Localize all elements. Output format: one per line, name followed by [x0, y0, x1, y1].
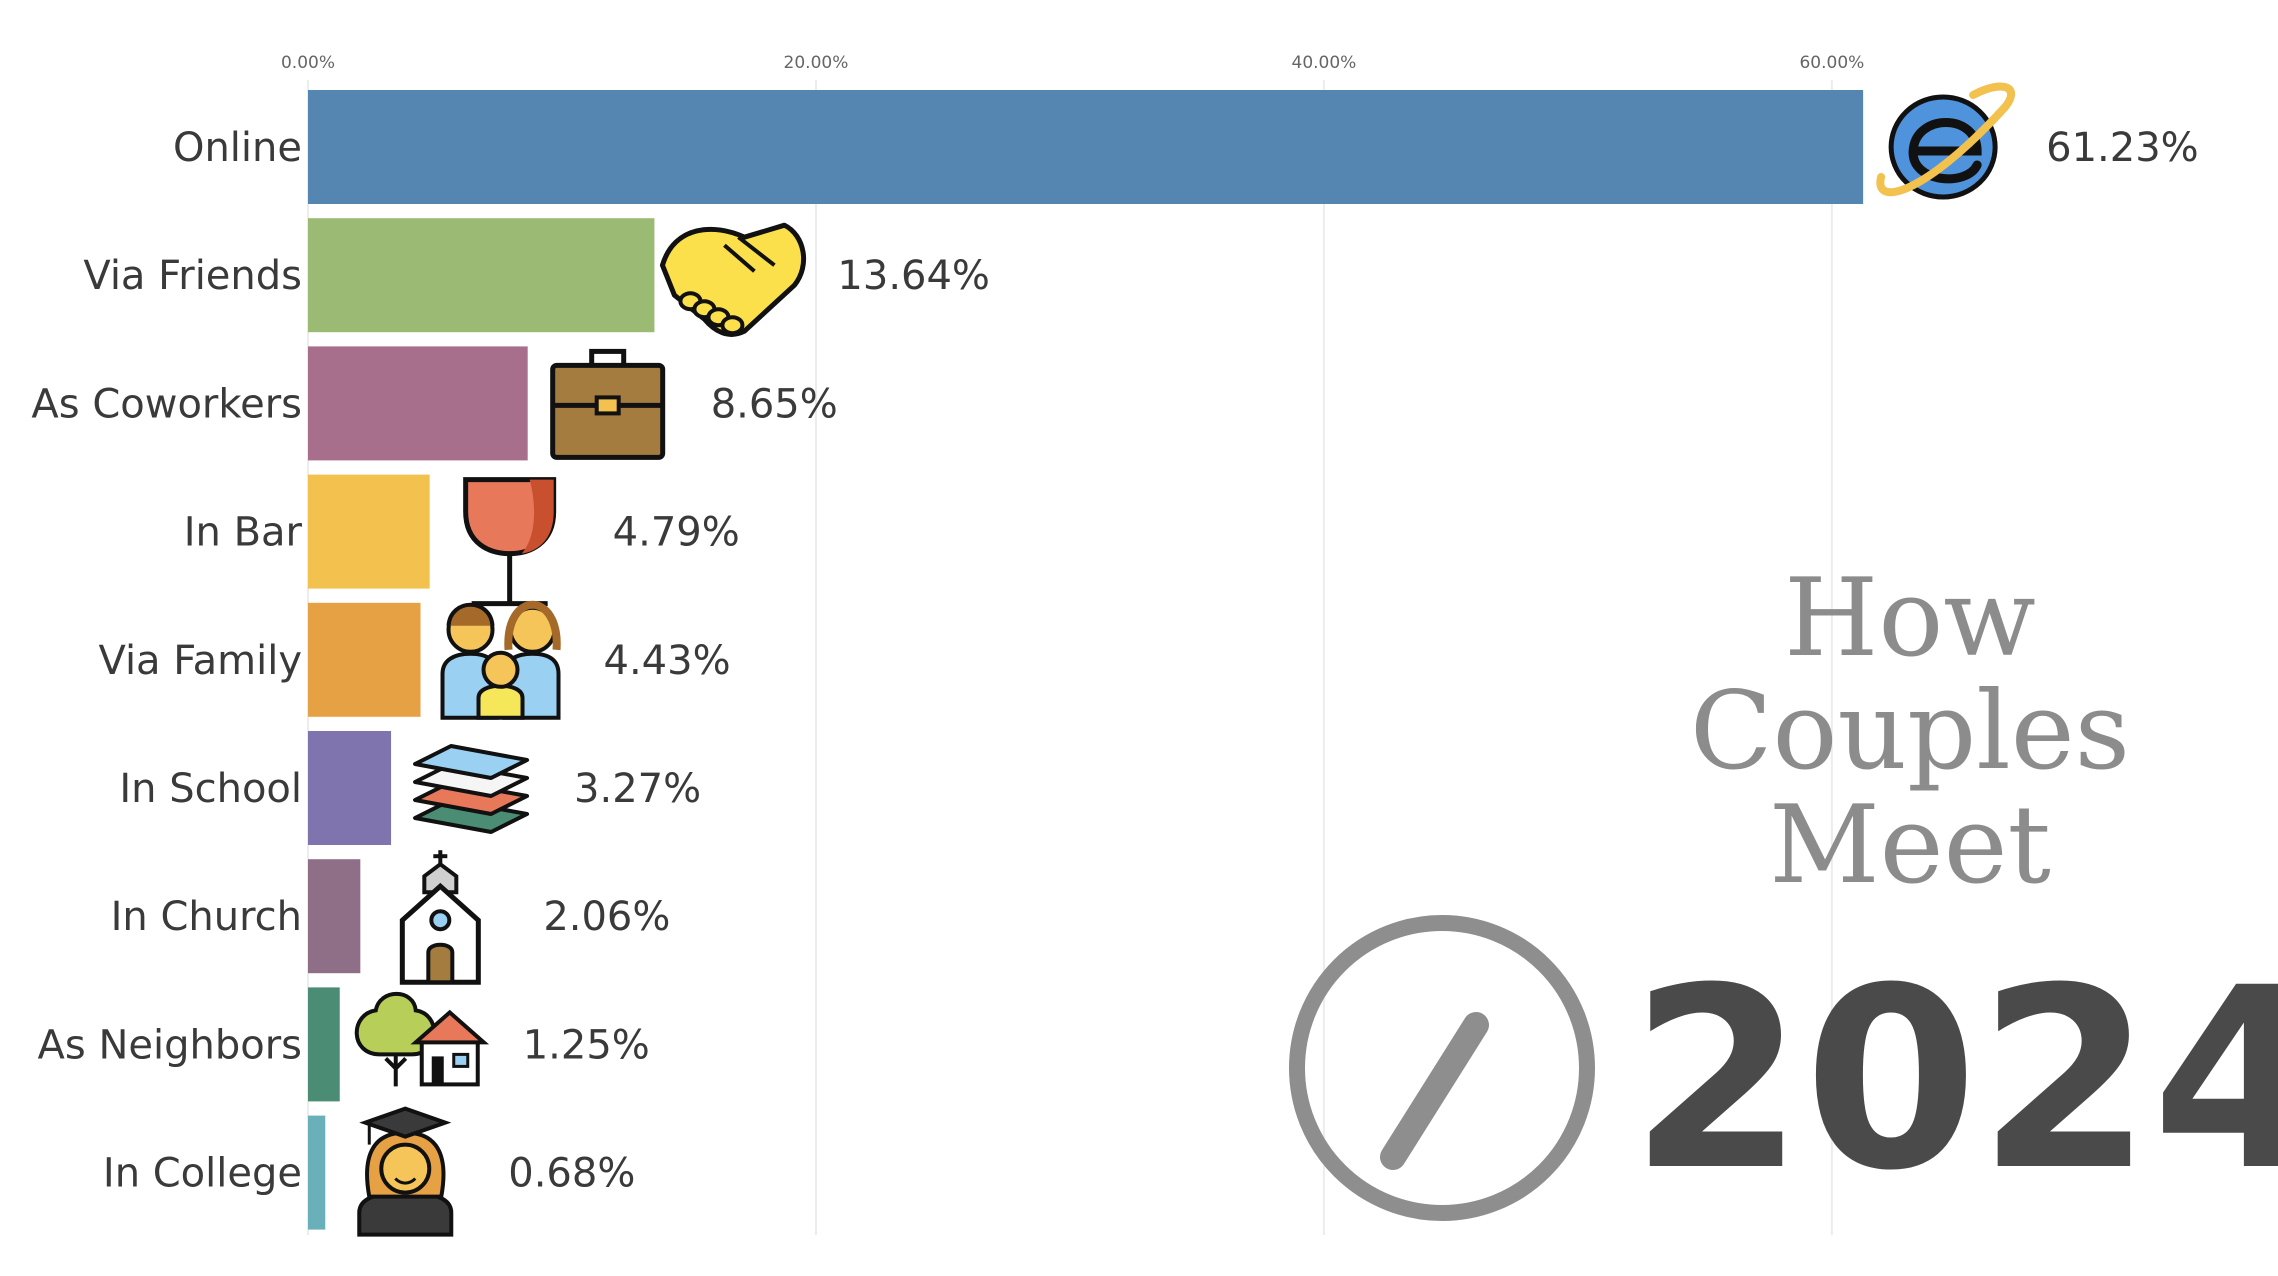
internet-explorer-icon: [1876, 82, 2015, 200]
title-line-1: How: [1784, 556, 2036, 681]
category-label: As Coworkers: [31, 381, 302, 427]
family-icon: [440, 600, 561, 720]
category-label: In School: [119, 766, 302, 812]
category-label: In Church: [111, 894, 302, 940]
category-label: Via Family: [98, 638, 302, 684]
bar-row: Online 61.23%: [173, 82, 2199, 204]
bar: [308, 90, 1864, 204]
chart-title: How Couples Meet: [1690, 556, 2130, 908]
category-label: Via Friends: [83, 253, 302, 299]
bar: [308, 474, 430, 589]
value-label: 0.68%: [508, 1151, 635, 1197]
category-label: In Bar: [184, 510, 303, 556]
bar-row: In School 3.27%: [119, 731, 701, 845]
bar: [308, 602, 421, 717]
bar-row: In College 0.68%: [103, 1106, 635, 1237]
bar: [308, 731, 392, 845]
value-label: 2.06%: [543, 894, 670, 940]
value-label: 4.43%: [604, 638, 731, 684]
title-line-3: Meet: [1769, 783, 2051, 908]
church-icon: [399, 850, 481, 985]
bar-row: As Neighbors 1.25%: [38, 987, 650, 1102]
category-label: As Neighbors: [38, 1022, 302, 1068]
x-tick-label: 0.00%: [281, 53, 335, 73]
handshake-icon: [659, 222, 806, 337]
value-label: 4.79%: [613, 510, 740, 556]
year-label: 2024: [1630, 934, 2278, 1225]
x-tick-label: 60.00%: [1799, 53, 1864, 73]
x-axis-ticks: 0.00% 20.00% 40.00% 60.00%: [281, 53, 1864, 73]
bar: [308, 987, 340, 1102]
timer-icon: [1289, 915, 1595, 1221]
category-label: Online: [173, 125, 302, 171]
title-line-2: Couples: [1690, 669, 2130, 794]
value-label: 61.23%: [2046, 125, 2199, 171]
wine-glass-icon: [463, 477, 557, 607]
bars: Online 61.23% Via Friends 13.64% As Coworker…: [31, 82, 2199, 1237]
bar: [308, 346, 528, 461]
x-tick-label: 40.00%: [1292, 53, 1357, 73]
bar-row: In Church 2.06%: [111, 850, 670, 985]
value-label: 3.27%: [574, 766, 701, 812]
bar: [308, 1115, 326, 1230]
bar-row: Via Friends 13.64%: [83, 218, 990, 337]
value-label: 1.25%: [523, 1022, 650, 1068]
bar: [308, 859, 361, 974]
value-label: 13.64%: [837, 253, 990, 299]
briefcase-icon: [550, 348, 666, 460]
value-label: 8.65%: [711, 381, 838, 427]
bar-row: As Coworkers 8.65%: [31, 346, 838, 461]
books-icon: [413, 744, 530, 834]
bar-row: In Bar 4.79%: [184, 474, 740, 607]
tree-house-icon: [354, 992, 490, 1087]
bar: [308, 218, 655, 333]
bar-row: Via Family 4.43%: [98, 600, 731, 720]
graduate-icon: [357, 1106, 454, 1237]
x-tick-label: 20.00%: [784, 53, 849, 73]
category-label: In College: [103, 1151, 302, 1197]
